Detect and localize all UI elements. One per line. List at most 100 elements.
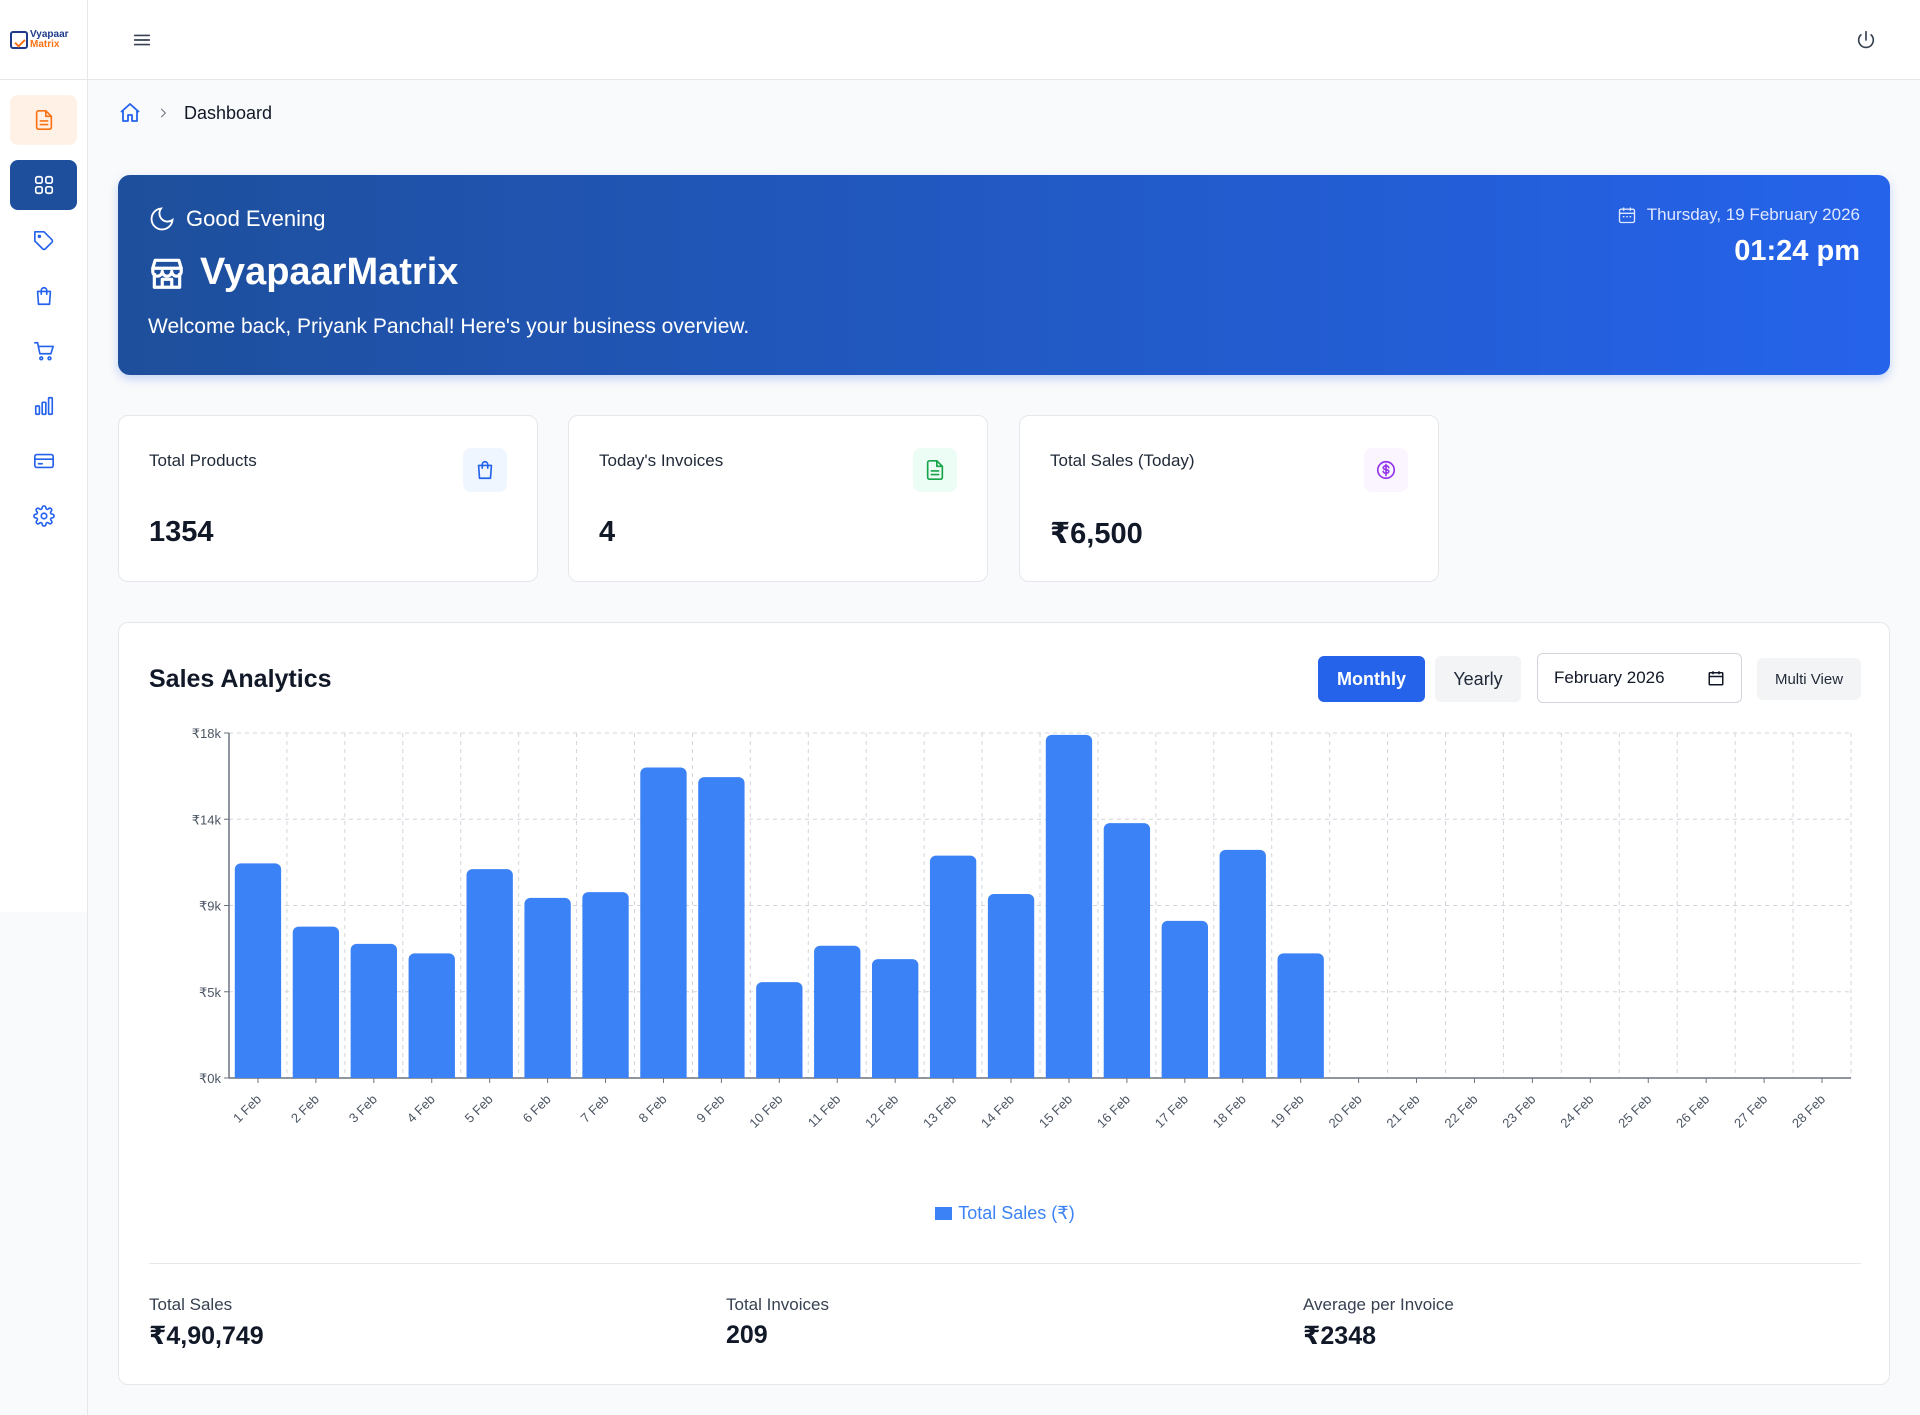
brand-title: VyapaarMatrix <box>148 251 458 294</box>
month-picker-value: February 2026 <box>1554 668 1665 687</box>
chart-bar <box>1161 920 1208 1078</box>
sidebar-item-cart[interactable] <box>10 326 77 376</box>
gear-icon <box>32 505 55 527</box>
x-tick-label: 18 Feb <box>1210 1092 1249 1131</box>
chart-bar <box>698 777 745 1078</box>
summary-label: Average per Invoice <box>1303 1295 1454 1314</box>
chart-bar <box>872 959 919 1078</box>
sidebar-item-payments[interactable] <box>10 436 77 486</box>
sales-analytics-card: Sales Analytics Monthly Yearly February … <box>118 622 1890 1385</box>
chart-bar <box>987 894 1035 1078</box>
x-tick-label: 10 Feb <box>746 1092 785 1131</box>
summary-value: 209 <box>726 1321 768 1349</box>
chart-bar <box>929 855 977 1078</box>
x-tick-label: 12 Feb <box>862 1092 901 1131</box>
power-icon <box>1857 30 1875 49</box>
y-tick-label: ₹18k <box>192 726 222 741</box>
breadcrumb-current: Dashboard <box>184 102 273 123</box>
x-tick-label: 4 Feb <box>404 1092 438 1126</box>
calendar-icon <box>1618 207 1635 224</box>
chart-bar <box>350 943 397 1078</box>
welcome-banner: Good Evening VyapaarMatrix Welcome back,… <box>118 175 1890 375</box>
chart-bar <box>1045 734 1093 1078</box>
chart-bar-base <box>234 1072 282 1078</box>
x-tick-label: 23 Feb <box>1499 1092 1538 1131</box>
file-text-icon <box>926 460 944 480</box>
menu-toggle-button[interactable] <box>128 26 156 54</box>
chart-bar-base <box>350 1072 397 1078</box>
menu-icon <box>133 34 151 46</box>
chart-bar-base <box>466 1072 513 1078</box>
sidebar-item-reports[interactable] <box>10 381 77 431</box>
chart-bar <box>1219 849 1266 1078</box>
greeting: Good Evening <box>148 205 325 233</box>
x-tick-label: 20 Feb <box>1325 1092 1364 1131</box>
chart-bar-base <box>698 1072 745 1078</box>
sidebar-item-products[interactable] <box>10 271 77 321</box>
credit-card-icon <box>33 453 54 469</box>
logo-line-2: Matrix <box>30 39 60 50</box>
chart-bar-base <box>1045 1072 1093 1078</box>
divider <box>149 1263 1861 1264</box>
chart-bar <box>466 869 513 1078</box>
x-tick-label: 13 Feb <box>920 1092 959 1131</box>
sidebar-item-settings[interactable] <box>10 491 77 541</box>
x-tick-label: 3 Feb <box>346 1092 380 1126</box>
x-tick-label: 6 Feb <box>520 1092 554 1126</box>
monthly-button[interactable]: Monthly <box>1318 656 1425 702</box>
x-tick-label: 24 Feb <box>1557 1092 1596 1131</box>
logout-button[interactable] <box>1852 26 1880 54</box>
summary-value: ₹2348 <box>1303 1322 1377 1350</box>
logo-mark-icon <box>10 31 28 49</box>
summary-average-per-invoice: Average per Invoice ₹2348 <box>1303 1295 1454 1351</box>
stat-label: Total Sales (Today) <box>1050 451 1195 470</box>
chart-bar-base <box>987 1072 1035 1078</box>
top-bar <box>88 0 1920 80</box>
chart-bar-base <box>814 1072 861 1078</box>
app-logo[interactable]: Vyapaar Matrix <box>10 24 78 56</box>
chart-bar <box>1277 953 1324 1078</box>
month-picker[interactable]: February 2026 <box>1537 653 1742 703</box>
stat-card-total-products: Total Products 1354 <box>118 415 538 582</box>
home-icon[interactable] <box>118 101 142 125</box>
stat-value: 4 <box>599 516 616 548</box>
sales-chart: ₹0k ₹5k ₹9k ₹14k ₹18k 1 Feb 2 Feb 3 Feb 4 Feb 5 F… <box>149 723 1861 1131</box>
legend-label: Total Sales (₹) <box>958 1203 1075 1223</box>
summary-value: ₹4,90,749 <box>149 1322 264 1350</box>
chart-bar <box>292 926 340 1078</box>
x-tick-label: 19 Feb <box>1268 1092 1307 1131</box>
stat-card-todays-invoices: Today's Invoices 4 <box>568 415 988 582</box>
chart-bar-base <box>1277 1072 1324 1078</box>
stat-value: 1354 <box>149 516 214 548</box>
tag-icon <box>33 231 53 251</box>
sidebar-divider <box>0 79 88 80</box>
x-tick-label: 27 Feb <box>1731 1092 1770 1131</box>
breadcrumb: Dashboard <box>118 100 272 126</box>
x-tick-label: 8 Feb <box>635 1092 669 1126</box>
x-tick-label: 28 Feb <box>1789 1092 1828 1131</box>
yearly-button[interactable]: Yearly <box>1435 656 1521 702</box>
sidebar: Vyapaar Matrix <box>0 0 88 912</box>
x-tick-label: 5 Feb <box>462 1092 496 1126</box>
store-icon <box>151 258 183 289</box>
dollar-circle-icon <box>1376 460 1396 480</box>
greeting-text: Good Evening <box>186 206 326 231</box>
welcome-message: Welcome back, Priyank Panchal! Here's yo… <box>148 315 750 338</box>
sidebar-item-dashboard[interactable] <box>10 160 77 210</box>
chart-bar <box>756 982 803 1078</box>
sales-analytics-title: Sales Analytics <box>149 665 332 693</box>
chart-legend[interactable]: Total Sales (₹) <box>119 1203 1891 1224</box>
x-tick-label: 15 Feb <box>1036 1092 1075 1131</box>
multi-view-button[interactable]: Multi View <box>1757 658 1861 700</box>
chart-bar <box>524 897 571 1078</box>
sidebar-item-tags[interactable] <box>10 216 77 266</box>
stat-value: ₹6,500 <box>1050 518 1143 550</box>
calendar-icon[interactable] <box>1707 669 1725 687</box>
x-tick-label: 25 Feb <box>1615 1092 1654 1131</box>
chart-bar-base <box>524 1072 571 1078</box>
chart-bar-base <box>640 1072 687 1078</box>
chart-bar-base <box>1161 1072 1208 1078</box>
sidebar-item-invoice[interactable] <box>10 95 77 145</box>
chart-bar <box>640 767 687 1078</box>
logo-line-1: Vyapaar <box>30 29 69 40</box>
